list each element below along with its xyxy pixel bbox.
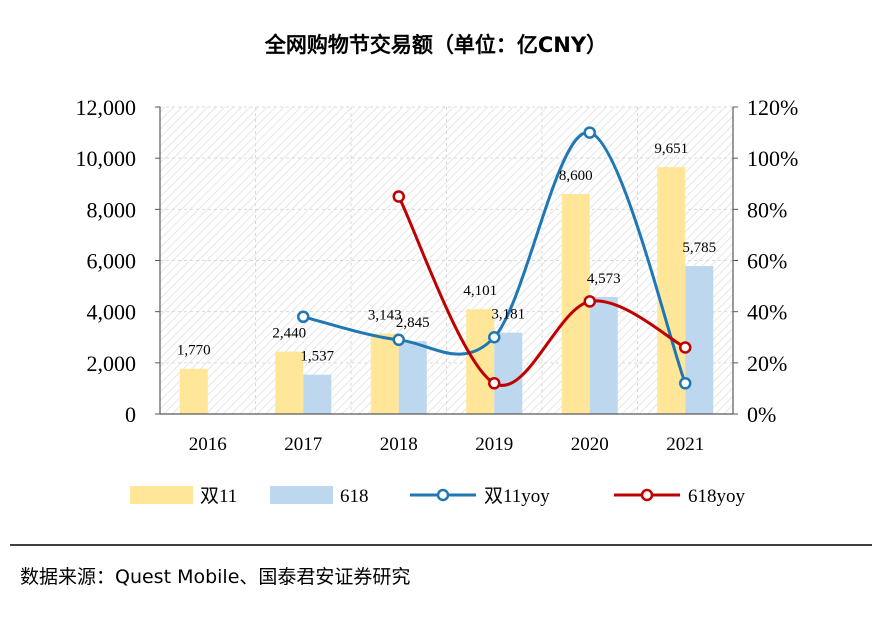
axis-layer: 0 2,000 4,000 6,000 8,000 10,000 12,000 0% 20% 40… [76, 95, 799, 455]
bar-618-2021 [685, 266, 714, 414]
point-双11yoy-2020 [583, 126, 596, 139]
x-tick-label: 2019 [475, 434, 513, 455]
point-618yoy-2019 [488, 377, 501, 390]
line-618yoy [397, 195, 686, 387]
bar-双11-2019 [466, 309, 495, 414]
bar-618-2019 [494, 332, 523, 414]
plot-area-background [160, 107, 733, 414]
left-tick-label: 6,000 [87, 249, 137, 274]
right-tick-label: 40% [747, 300, 787, 325]
point-双11yoy-2018 [392, 333, 405, 347]
right-tick-label: 20% [747, 351, 787, 376]
point-618yoy-2021 [679, 341, 692, 354]
right-tick-label: 100% [747, 146, 798, 171]
x-tick-label: 2017 [284, 434, 322, 455]
legend-swatch-双11 [130, 486, 193, 504]
data-label-618-2020: 4,573 [587, 271, 621, 287]
left-tick-label: 12,000 [76, 95, 137, 120]
label-layer: 1,770 2,440 3,143 4,101 8,600 9,651 1,537 2,845… [177, 141, 716, 365]
bar-双11-2018 [370, 333, 399, 414]
legend: 双11 618 双11yoy 618yoy [130, 486, 746, 507]
data-label-双11-2019: 4,101 [463, 283, 497, 299]
right-tick-label: 120% [747, 95, 798, 120]
bar-双11-2017 [275, 351, 304, 414]
legend-marker-双11yoy [436, 488, 450, 502]
data-label-双11-2020: 8,600 [559, 168, 593, 184]
left-tick-label: 0 [125, 402, 136, 427]
left-tick-label: 8,000 [87, 197, 137, 222]
point-双11yoy-2019 [488, 331, 501, 344]
data-label-双11-2018: 3,143 [368, 308, 402, 324]
point-双11yoy-2021 [679, 377, 692, 390]
point-618yoy-2018 [392, 190, 405, 203]
point-双11yoy-2017 [297, 310, 310, 324]
right-tick-label: 60% [747, 249, 787, 274]
left-tick-label: 10,000 [76, 146, 137, 171]
data-label-618-2017: 1,537 [300, 349, 334, 365]
point-618yoy-2020 [583, 295, 596, 308]
data-label-618-2018: 2,845 [396, 315, 430, 331]
bar-618-2017 [303, 374, 332, 414]
data-label-双11-2021: 9,651 [654, 141, 688, 157]
legend-label-双11: 双11 [200, 486, 237, 507]
left-tick-label: 4,000 [87, 300, 137, 325]
source-note: 数据来源：Quest Mobile、国泰君安证券研究 [20, 566, 410, 588]
data-label-618-2021: 5,785 [682, 240, 716, 256]
x-tick-label: 2016 [189, 434, 227, 455]
left-tick-label: 2,000 [87, 351, 137, 376]
bar-618-2020 [589, 297, 618, 414]
legend-marker-618yoy [640, 488, 654, 502]
x-tick-label: 2021 [666, 434, 704, 455]
right-tick-label: 80% [747, 197, 787, 222]
legend-label-618yoy: 618yoy [688, 486, 746, 507]
legend-label-双11yoy: 双11yoy [484, 486, 550, 507]
legend-swatch-618 [270, 486, 333, 504]
data-label-双11-2017: 2,440 [272, 326, 306, 342]
x-tick-label: 2018 [380, 434, 418, 455]
data-label-双11-2016: 1,770 [177, 343, 211, 359]
right-tick-label: 0% [747, 402, 776, 427]
data-label-618-2019: 3,181 [491, 307, 525, 323]
chart-title: 全网购物节交易额（单位：亿CNY） [264, 33, 607, 57]
legend-label-618: 618 [340, 486, 369, 507]
bar-双11-2021 [657, 167, 686, 414]
bar-双11-2016 [179, 368, 208, 414]
bar-618-2018 [398, 341, 427, 414]
x-tick-label: 2020 [571, 434, 609, 455]
line-layer [297, 126, 692, 390]
